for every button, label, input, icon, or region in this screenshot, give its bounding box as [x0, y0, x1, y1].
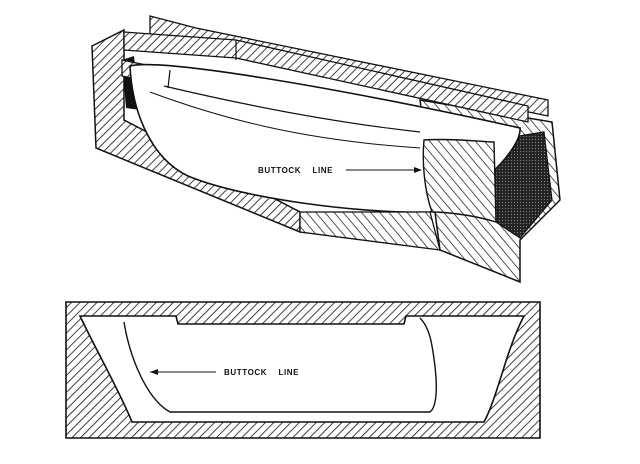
- top-label-arrowhead: [414, 167, 422, 173]
- keel-plane: [299, 211, 441, 251]
- sheer-line: [149, 91, 421, 149]
- bottom-buttock-line-label: BUTTOCK LINE: [224, 368, 299, 377]
- bottom-label-arrowhead: [150, 369, 158, 375]
- bow-section: [422, 138, 497, 223]
- top-buttock-line-label: BUTTOCK LINE: [258, 166, 333, 175]
- isometric-hull-view: BUTTOCK LINE: [91, 15, 561, 284]
- cut-line-b: [167, 69, 171, 89]
- profile-buttock-curve: [123, 317, 437, 413]
- deck-line: [163, 85, 421, 133]
- profile-view: BUTTOCK LINE: [65, 301, 541, 439]
- profile-frame: [65, 301, 541, 439]
